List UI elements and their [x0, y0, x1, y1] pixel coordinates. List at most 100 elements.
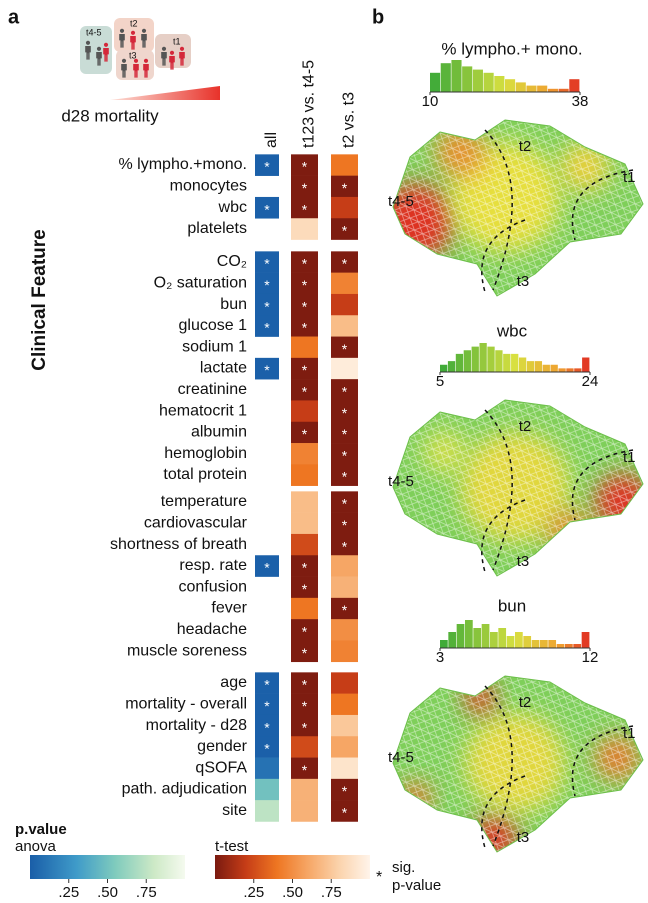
sig-star: * [302, 677, 308, 693]
region-label: t1 [623, 169, 636, 186]
histogram-bar [487, 347, 494, 372]
histogram-bar [507, 636, 515, 648]
sig-star: * [302, 362, 308, 378]
heatmap-cell [291, 779, 318, 801]
histogram-bar [566, 368, 573, 372]
sig-star: * [342, 180, 348, 196]
row-label: glucose 1 [179, 317, 248, 334]
heatmap-cell [291, 800, 318, 822]
heatmap-cell [291, 218, 318, 240]
heatmap-cell [331, 555, 358, 577]
histogram-bar [573, 644, 581, 648]
row-label: mortality - overall [125, 696, 247, 713]
legend-tick-label: .25 [58, 884, 79, 901]
histogram-bar [515, 632, 523, 648]
sig-star: * [342, 469, 348, 485]
heatmap-cell [291, 337, 318, 359]
sig-star: * [342, 384, 348, 400]
group-label: t4-5 [86, 27, 102, 37]
heatmap-cell [291, 400, 318, 422]
network-mesh [385, 668, 645, 858]
inset-label: d28 mortality [61, 106, 159, 125]
row-label: creatinine [178, 381, 247, 398]
histogram-bar [519, 358, 526, 373]
heatmap-cell [291, 443, 318, 465]
row-label: headache [177, 621, 247, 638]
heatmap-cell [331, 694, 358, 716]
inset-cohort: t4-5 t2 t1 t3 d28 mortality [61, 18, 220, 125]
heatmap-cell [291, 534, 318, 556]
heatmap-cell [291, 598, 318, 620]
heatmap-cell [331, 315, 358, 337]
sig-star: * [342, 602, 348, 618]
histogram-bar [523, 636, 531, 648]
sig-star: * [302, 698, 308, 714]
sig-star: * [302, 320, 308, 336]
heatmap-cell [331, 154, 358, 176]
histogram-bar [465, 620, 473, 648]
histogram-bar [543, 365, 550, 372]
histogram-bar [464, 350, 471, 372]
panel-label: a [8, 6, 20, 28]
histogram-bar [540, 640, 548, 648]
histogram-bar [490, 632, 498, 648]
region-label: t2 [519, 138, 532, 155]
heatmap-cell [255, 758, 279, 780]
heatmap-cell [331, 358, 358, 380]
legend-colorbar [30, 855, 185, 879]
sig-star: * [302, 384, 308, 400]
histogram-bar [479, 343, 486, 372]
histogram-bar [551, 365, 558, 372]
histogram-bar [532, 640, 540, 648]
sig-star: * [342, 223, 348, 239]
histogram-bar [516, 82, 526, 92]
panel-title: wbc [496, 321, 528, 340]
histogram-bar [430, 73, 440, 92]
histogram-bar [537, 86, 547, 92]
region-label: t4-5 [388, 749, 414, 766]
x-tick-label: 38 [572, 93, 589, 110]
sig-star: * [302, 762, 308, 778]
network-graph: t2t1t4-5t3 [385, 668, 645, 860]
region-label: t4-5 [388, 193, 414, 210]
column-header: t2 vs. t3 [341, 92, 358, 148]
row-label: platelets [187, 220, 247, 237]
row-label: path. adjudication [122, 781, 247, 798]
histogram-bar [526, 86, 536, 92]
group-label: t2 [130, 18, 138, 28]
row-label: wbc [218, 199, 247, 216]
row-label: hematocrit 1 [159, 402, 247, 419]
column-header: t123 vs. t4-5 [301, 60, 318, 148]
sig-star: * [302, 560, 308, 576]
histogram-bar [440, 365, 447, 372]
row-label: mortality - d28 [146, 717, 247, 734]
histogram-bar [457, 624, 465, 648]
row-label: site [222, 802, 247, 819]
sig-star: * [302, 645, 308, 661]
sig-star: * [302, 624, 308, 640]
network-graph: t2t1t4-5t3 [377, 112, 645, 302]
sig-star: * [264, 741, 270, 757]
panel-title: bun [498, 596, 526, 615]
region-label: t3 [517, 553, 530, 570]
sig-legend-label: sig. [392, 859, 415, 876]
x-tick-label: 24 [582, 373, 599, 390]
sig-star: * [264, 298, 270, 314]
histogram-bar [472, 347, 479, 372]
sig-star: * [264, 277, 270, 293]
sig-star: * [342, 496, 348, 512]
sig-star: * [264, 677, 270, 693]
legend-tick-label: .75 [136, 884, 157, 901]
sig-star: * [342, 405, 348, 421]
histogram-bar [582, 632, 590, 648]
sig-star: * [264, 719, 270, 735]
region-label: t1 [623, 449, 636, 466]
sig-star: * [302, 298, 308, 314]
sig-star: * [342, 426, 348, 442]
histogram-bar [574, 368, 581, 372]
x-tick-label: 3 [436, 649, 444, 666]
row-label: shortness of breath [110, 536, 247, 553]
heatmap-cell [331, 619, 358, 641]
row-label: CO₂ [217, 253, 247, 270]
legend-title: p.value [15, 821, 67, 838]
